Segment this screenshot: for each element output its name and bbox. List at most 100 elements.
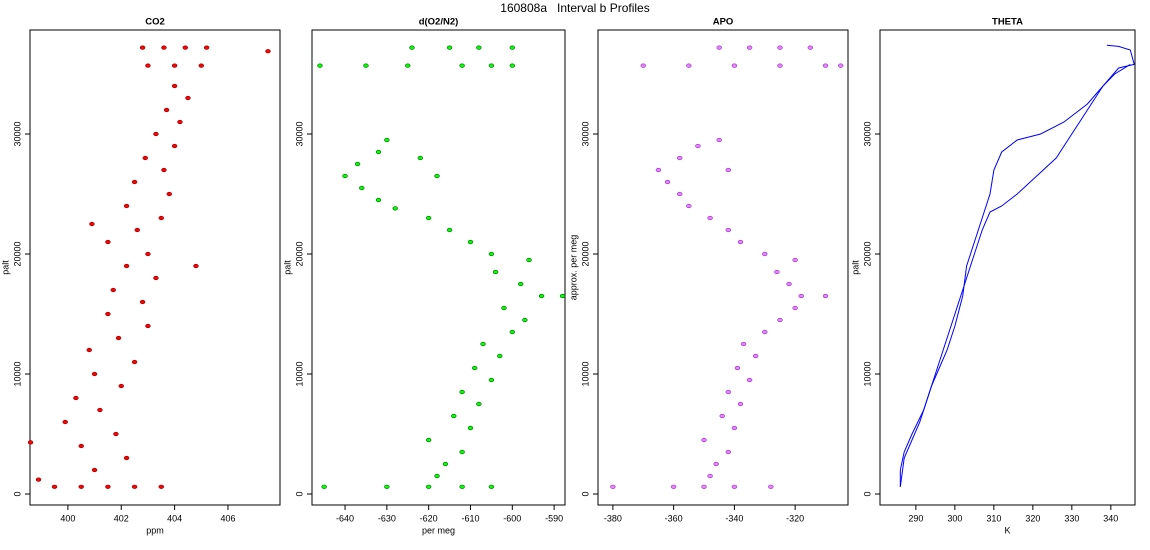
plot-frame	[879, 29, 1136, 506]
x-tick-label: -360	[665, 513, 683, 523]
data-point	[459, 63, 465, 68]
x-tick-label: -630	[378, 513, 396, 523]
data-point	[677, 191, 683, 197]
data-point	[123, 203, 130, 209]
data-point	[731, 425, 738, 431]
data-point	[171, 83, 178, 89]
data-point	[158, 484, 164, 489]
figure-title: 160808a Interval b Profiles	[500, 1, 649, 15]
data-point	[171, 143, 178, 149]
data-point	[701, 437, 707, 443]
data-point	[91, 371, 98, 377]
data-point	[509, 45, 516, 50]
data-point	[807, 45, 814, 50]
data-point	[177, 119, 183, 125]
data-point	[488, 63, 495, 68]
data-point	[153, 131, 159, 137]
data-point	[163, 107, 170, 113]
data-point	[78, 484, 84, 489]
data-point	[118, 383, 124, 389]
data-point	[798, 293, 804, 299]
data-point	[731, 484, 738, 489]
data-point	[476, 401, 482, 407]
data-point	[707, 473, 713, 479]
data-point	[734, 365, 741, 371]
data-point	[446, 45, 453, 50]
data-point	[158, 215, 164, 221]
y-tick-label: 30000	[580, 121, 590, 146]
x-tick-label: 310	[986, 513, 1001, 523]
data-point	[113, 431, 119, 437]
data-point	[105, 484, 111, 489]
y-tick-label: 30000	[294, 121, 304, 146]
data-point	[417, 155, 424, 161]
data-point	[392, 206, 398, 211]
data-point	[451, 413, 457, 419]
y-axis-label: palt	[282, 260, 292, 275]
data-point	[777, 317, 783, 323]
x-tick-label: -610	[461, 513, 479, 523]
data-point	[161, 45, 167, 50]
data-point	[425, 484, 432, 489]
data-point	[752, 353, 759, 359]
x-tick-label: 400	[60, 513, 75, 523]
data-point	[78, 443, 84, 449]
data-point	[746, 377, 753, 383]
data-point	[725, 389, 732, 395]
data-point	[725, 167, 732, 173]
data-point	[740, 341, 747, 347]
data-point	[792, 305, 798, 311]
data-point	[89, 221, 95, 227]
data-point	[707, 215, 713, 221]
data-point	[153, 275, 159, 281]
data-point	[142, 155, 148, 161]
data-point	[139, 45, 146, 50]
data-point	[725, 227, 732, 233]
x-tick-label: 406	[220, 513, 235, 523]
data-point	[185, 95, 191, 101]
data-point	[384, 484, 390, 489]
data-point	[145, 251, 151, 257]
data-point	[610, 484, 616, 489]
data-point	[459, 389, 465, 395]
y-tick-label: 10000	[580, 361, 590, 386]
x-tick-label: 290	[908, 513, 923, 523]
y-tick-label: 20000	[580, 241, 590, 266]
data-point	[363, 63, 369, 68]
x-tick-label: -340	[725, 513, 743, 523]
data-point	[716, 137, 722, 143]
data-point	[131, 359, 138, 365]
x-tick-label: -590	[545, 513, 563, 523]
data-point	[139, 299, 146, 305]
panel-title: THETA	[992, 17, 1023, 28]
data-point	[471, 365, 478, 371]
x-tick-label: 320	[1025, 513, 1040, 523]
data-point	[488, 484, 495, 489]
data-point	[737, 239, 744, 245]
panel-title: APO	[713, 17, 734, 28]
data-point	[777, 63, 783, 68]
data-point	[459, 449, 465, 455]
data-point	[670, 484, 677, 489]
data-point	[768, 484, 774, 489]
data-point	[467, 425, 474, 431]
x-tick-label: 300	[947, 513, 962, 523]
data-point	[476, 45, 482, 50]
data-point	[91, 467, 98, 473]
data-point	[509, 329, 516, 335]
data-point	[425, 215, 432, 221]
data-point	[762, 329, 768, 335]
data-point	[777, 45, 783, 50]
data-point	[559, 293, 566, 299]
x-tick-label: 402	[114, 513, 129, 523]
data-point	[161, 167, 167, 173]
data-point	[198, 63, 204, 68]
data-point	[774, 269, 780, 275]
data-point	[73, 395, 79, 401]
data-point	[375, 197, 382, 203]
data-point	[838, 63, 844, 68]
x-tick-label: -640	[336, 513, 354, 523]
profile-line	[899, 63, 1131, 487]
y-tick-label: 30000	[862, 121, 872, 146]
data-point	[442, 461, 449, 467]
